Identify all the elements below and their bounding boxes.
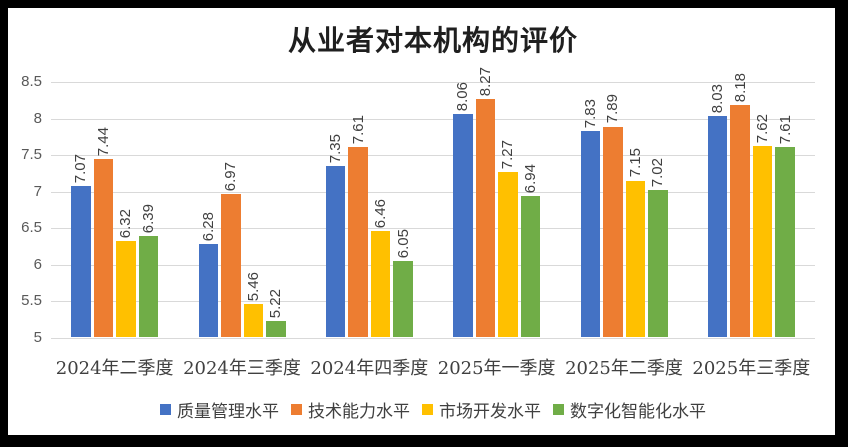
data-label: 6.46 (372, 198, 390, 228)
bar-质量管理水平-2024年二季度 (71, 186, 91, 338)
bar-数字化智能化水平-2025年三季度 (775, 146, 795, 338)
data-label: 7.35 (327, 133, 345, 163)
data-label: 6.28 (199, 211, 217, 242)
bar-数字化智能化水平-2024年四季度 (393, 260, 413, 338)
bar-数字化智能化水平-2024年三季度 (266, 321, 286, 338)
bar-数字化智能化水平-2025年二季度 (648, 190, 668, 338)
bar-市场开发水平-2025年三季度 (752, 146, 773, 338)
bar-市场开发水平-2025年一季度 (498, 171, 518, 338)
bar-市场开发水平-2024年四季度 (370, 230, 391, 338)
legend-swatch-icon (553, 403, 564, 415)
bar-质量管理水平-2025年一季度 (453, 114, 473, 338)
chart-title: 从业者对本机构的评价 (287, 24, 578, 57)
data-label: 8.27 (476, 66, 494, 96)
data-label: 7.62 (754, 114, 772, 144)
gridline (51, 118, 815, 120)
data-label: 5.46 (244, 271, 262, 301)
data-label: 7.07 (72, 154, 90, 184)
bar-市场开发水平-2024年三季度 (243, 303, 263, 338)
chart-legend: 质量管理水平 技术能力水平 市场开发水平 数字化智能化水平 (51, 397, 815, 422)
bar-数字化智能化水平-2024年二季度 (138, 236, 159, 338)
bar-市场开发水平-2024年二季度 (116, 241, 136, 338)
data-label: 8.06 (454, 81, 472, 112)
data-label: 7.44 (94, 127, 112, 157)
y-axis-tick-label: 7.5 (21, 146, 42, 163)
y-axis-tick-label: 8 (33, 109, 42, 127)
data-label: 7.83 (581, 98, 599, 128)
legend-label: 质量管理水平 (177, 401, 279, 422)
legend-item-质量管理水平: 质量管理水平 (160, 397, 279, 422)
bar-技术能力水平-2024年二季度 (93, 159, 114, 338)
data-label: 6.39 (139, 203, 157, 234)
data-label: 7.15 (626, 148, 644, 178)
y-axis-tick-label: 6.5 (21, 219, 42, 236)
x-axis-category-label: 2025年二季度 (565, 358, 683, 379)
y-axis-tick-label: 8.5 (21, 73, 42, 90)
x-axis-category-label: 2025年一季度 (437, 358, 556, 379)
x-axis-line (51, 337, 815, 339)
legend-item-技术能力水平: 技术能力水平 (291, 397, 410, 422)
data-label: 7.89 (604, 94, 622, 124)
bar-技术能力水平-2025年二季度 (603, 126, 623, 338)
chart-container: 从业者对本机构的评价 8.5 8 7.5 7 6.5 6 5.5 5 7.07 7.44 6.32 6… (8, 8, 835, 435)
legend-label: 数字化智能化水平 (570, 401, 706, 422)
data-label: 6.32 (117, 208, 135, 239)
data-label: 8.18 (731, 73, 749, 103)
x-axis-category-label: 2025年三季度 (692, 358, 811, 379)
y-axis-tick-label: 7 (33, 182, 42, 200)
bar-质量管理水平-2025年三季度 (707, 116, 728, 338)
bar-质量管理水平-2024年三季度 (198, 244, 218, 338)
bar-技术能力水平-2024年四季度 (348, 146, 368, 338)
data-label: 6.97 (222, 161, 240, 191)
gridline (51, 82, 815, 83)
gridline (51, 155, 815, 156)
legend-swatch-icon (422, 403, 433, 415)
data-label: 7.27 (499, 139, 517, 169)
x-axis-category-label: 2024年三季度 (183, 358, 301, 379)
legend-label: 技术能力水平 (308, 401, 410, 422)
y-axis-tick-label: 5 (33, 328, 42, 346)
bar-质量管理水平-2025年二季度 (580, 130, 600, 338)
x-axis-category-label: 2024年四季度 (310, 358, 429, 379)
legend-item-市场开发水平: 市场开发水平 (422, 397, 541, 422)
y-axis-tick-label: 6 (33, 255, 42, 273)
legend-swatch-icon (160, 403, 171, 415)
legend-label: 市场开发水平 (439, 401, 541, 422)
data-label: 6.05 (394, 228, 412, 258)
y-axis-tick-label: 5.5 (21, 292, 42, 309)
bar-市场开发水平-2025年二季度 (625, 180, 645, 338)
gridline (51, 264, 815, 266)
bar-质量管理水平-2024年四季度 (325, 165, 346, 338)
legend-swatch-icon (291, 403, 302, 415)
bar-技术能力水平-2025年一季度 (475, 98, 496, 338)
data-label: 7.61 (349, 114, 367, 144)
data-label: 5.22 (267, 289, 285, 319)
data-label: 6.94 (521, 163, 539, 193)
data-label: 7.02 (649, 157, 667, 188)
gridline (51, 191, 815, 193)
bar-数字化智能化水平-2025年一季度 (520, 195, 541, 338)
legend-item-数字化智能化水平: 数字化智能化水平 (553, 397, 706, 422)
gridline (51, 301, 815, 302)
gridline (51, 228, 815, 229)
bar-技术能力水平-2024年三季度 (221, 193, 241, 338)
data-label: 7.61 (776, 114, 794, 144)
x-axis-category-label: 2024年二季度 (55, 358, 174, 379)
data-label: 8.03 (709, 84, 727, 114)
bar-技术能力水平-2025年三季度 (730, 105, 750, 338)
